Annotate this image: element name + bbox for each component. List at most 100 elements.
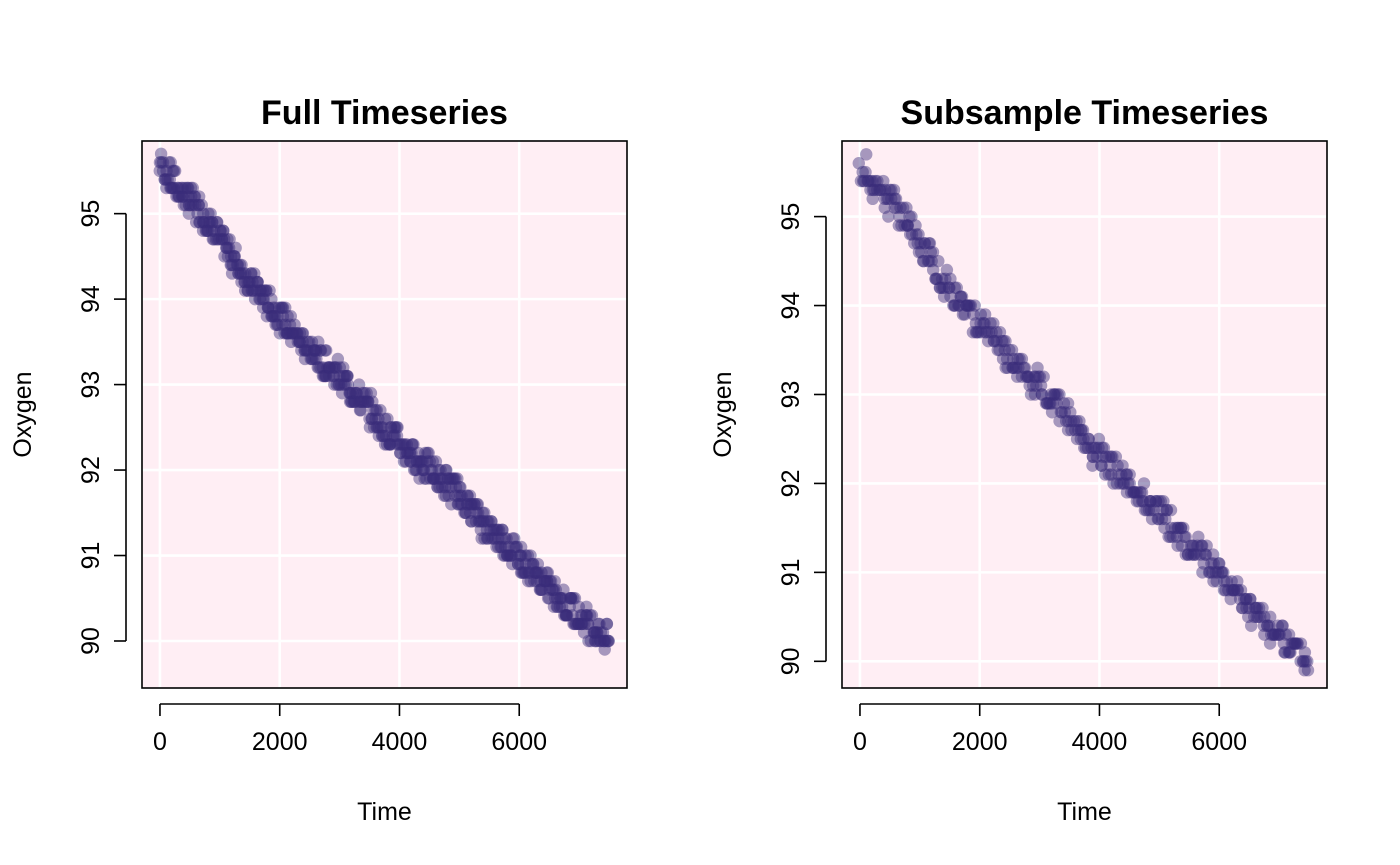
- data-point: [253, 292, 266, 306]
- data-point: [461, 498, 474, 511]
- data-point: [1195, 539, 1208, 552]
- data-point: [183, 198, 196, 212]
- data-point: [375, 421, 388, 434]
- data-point: [1142, 503, 1156, 517]
- data-point: [378, 412, 392, 425]
- data-point: [234, 267, 248, 280]
- data-point: [176, 181, 190, 195]
- data-point: [533, 583, 547, 596]
- data-point: [1088, 441, 1101, 455]
- data-point: [1151, 512, 1165, 526]
- data-point: [475, 532, 488, 545]
- data-point: [984, 317, 997, 330]
- data-point: [398, 438, 412, 451]
- data-point: [410, 463, 423, 477]
- x-axis: 0 2000 4000 6000: [853, 703, 1247, 756]
- y-tick-label: 91: [77, 542, 105, 570]
- data-point: [587, 626, 600, 639]
- data-point: [548, 574, 561, 588]
- data-point: [312, 361, 325, 374]
- data-point: [260, 310, 274, 323]
- data-point: [304, 352, 317, 366]
- data-point: [187, 198, 200, 212]
- data-point: [417, 463, 430, 477]
- data-point: [1207, 557, 1220, 570]
- data-point: [221, 250, 235, 263]
- data-point: [464, 498, 478, 511]
- data-point: [1249, 601, 1262, 615]
- data-point: [384, 421, 397, 434]
- data-point: [393, 438, 406, 451]
- data-point: [497, 549, 510, 562]
- data-point: [492, 540, 505, 554]
- data-point: [228, 250, 241, 263]
- data-point: [1248, 610, 1261, 624]
- data-point: [293, 327, 307, 340]
- data-point: [1081, 441, 1095, 455]
- data-point: [576, 617, 589, 631]
- data-point: [963, 299, 976, 312]
- data-point: [1205, 557, 1218, 570]
- data-point: [451, 489, 464, 502]
- data-point: [401, 446, 414, 460]
- data-point: [1023, 379, 1036, 392]
- data-point: [514, 566, 528, 579]
- data-point: [877, 174, 890, 188]
- data-point: [1158, 521, 1171, 535]
- data-point: [939, 272, 952, 286]
- data-point: [1090, 450, 1104, 463]
- data-point: [1138, 503, 1152, 517]
- data-point: [1110, 477, 1124, 490]
- data-point: [901, 219, 914, 232]
- data-point: [591, 626, 604, 639]
- data-point: [443, 472, 457, 485]
- data-point: [318, 369, 331, 383]
- data-point: [1077, 432, 1090, 446]
- data-point: [397, 455, 411, 468]
- data-point: [903, 210, 916, 223]
- data-point: [179, 181, 192, 195]
- data-point: [197, 207, 210, 220]
- data-point: [1001, 361, 1014, 374]
- data-point: [937, 290, 951, 303]
- data-point: [259, 284, 273, 297]
- data-point: [238, 275, 252, 289]
- data-point: [476, 515, 490, 528]
- data-point: [201, 224, 214, 237]
- data-point: [384, 421, 398, 434]
- data-point: [580, 609, 594, 622]
- data-point: [1301, 655, 1314, 668]
- data-point: [943, 281, 956, 294]
- data-point: [276, 301, 290, 314]
- data-point: [339, 378, 352, 391]
- data-point: [158, 173, 171, 186]
- data-point: [262, 301, 275, 314]
- data-point: [361, 395, 375, 408]
- data-point: [993, 326, 1007, 339]
- data-point: [873, 183, 886, 197]
- data-point: [1074, 432, 1088, 446]
- data-point: [454, 498, 467, 511]
- data-point: [1298, 664, 1311, 677]
- data-point: [1225, 575, 1238, 588]
- data-point: [954, 290, 967, 303]
- data-point: [442, 472, 455, 485]
- data-point: [319, 344, 333, 357]
- data-point: [396, 438, 409, 451]
- data-point: [365, 412, 378, 425]
- data-point: [1278, 646, 1292, 659]
- data-point: [376, 429, 389, 443]
- data-point: [427, 472, 440, 485]
- data-point: [929, 272, 942, 286]
- data-point: [224, 258, 237, 272]
- data-point: [158, 173, 172, 186]
- data-point: [186, 181, 199, 195]
- data-point: [410, 455, 424, 468]
- data-point: [982, 334, 995, 348]
- data-point: [1013, 352, 1026, 366]
- data-point: [318, 344, 332, 357]
- data-point: [273, 327, 287, 340]
- data-point: [1005, 343, 1019, 357]
- data-point: [1220, 575, 1234, 588]
- data-point: [885, 192, 898, 206]
